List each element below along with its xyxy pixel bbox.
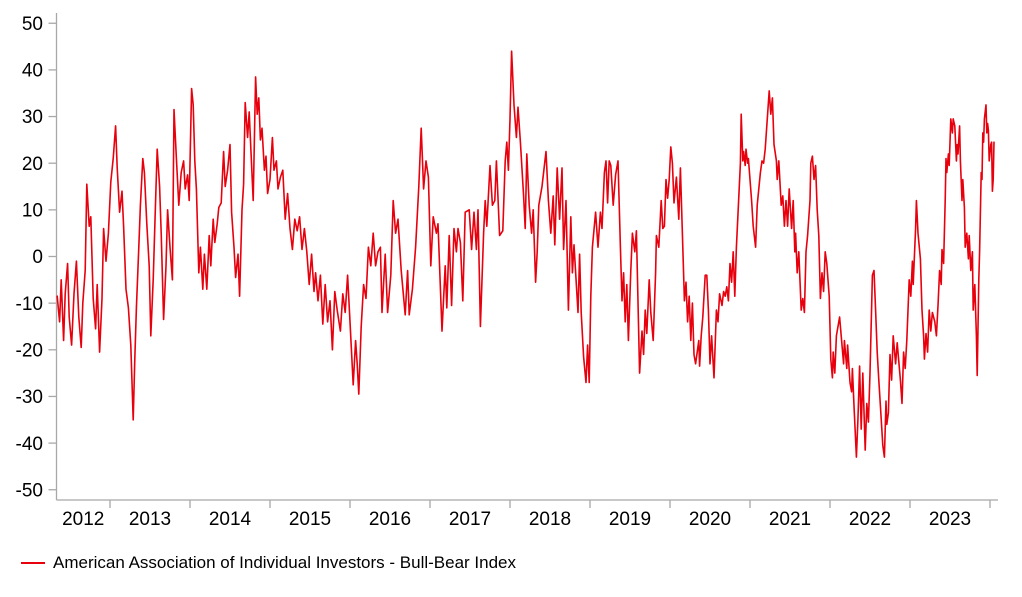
y-tick-label: 30 [22, 107, 43, 128]
x-tick-label: 2012 [62, 509, 104, 530]
x-tick-label: 2016 [369, 509, 411, 530]
legend: American Association of Individual Inves… [21, 553, 516, 573]
x-tick-label: 2021 [769, 509, 811, 530]
y-tick-label: -10 [16, 294, 43, 315]
legend-line-swatch [21, 562, 45, 564]
x-tick-label: 2014 [209, 509, 252, 530]
y-tick-label: 10 [22, 201, 43, 222]
y-tick-label: 40 [22, 61, 43, 82]
y-tick-label: -50 [16, 480, 43, 501]
x-tick-label: 2013 [129, 509, 171, 530]
x-tick-label: 2023 [929, 509, 971, 530]
bull-bear-index-line [56, 50, 995, 458]
x-tick-label: 2015 [289, 509, 331, 530]
y-tick-label: -40 [16, 434, 43, 455]
x-tick-label: 2022 [849, 509, 891, 530]
y-tick-label: -20 [16, 340, 43, 361]
y-tick-label: 50 [22, 14, 43, 35]
y-tick-label: 0 [32, 247, 43, 268]
x-tick-label: 2019 [609, 509, 651, 530]
x-tick-label: 2018 [529, 509, 571, 530]
y-tick-label: 20 [22, 154, 43, 175]
x-tick-label: 2020 [689, 509, 731, 530]
x-tick-label: 2017 [449, 509, 491, 530]
legend-label: American Association of Individual Inves… [53, 553, 517, 572]
y-tick-label: -30 [16, 387, 43, 408]
